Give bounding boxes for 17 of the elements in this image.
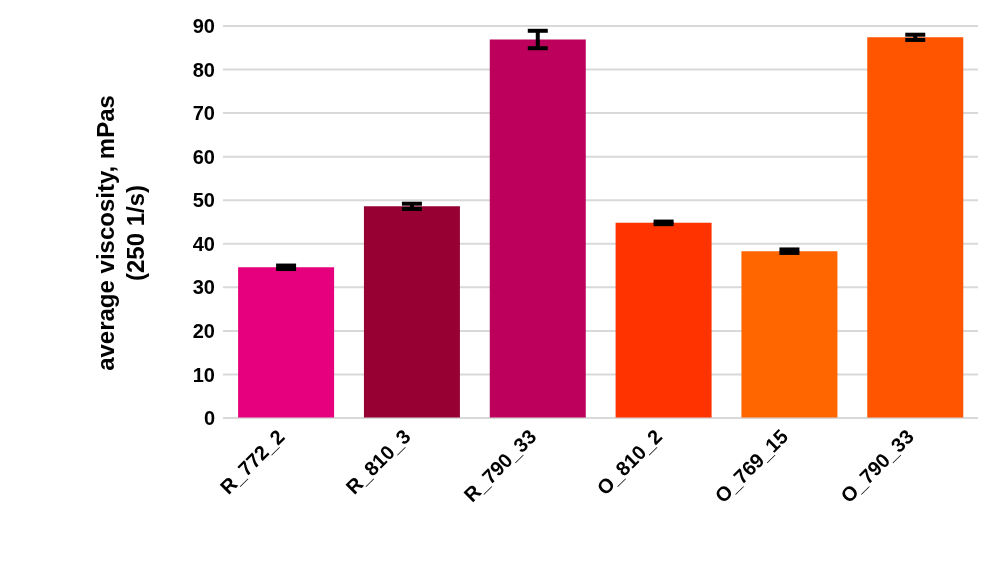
y-tick-label: 60: [192, 145, 215, 168]
y-tick-label: 40: [192, 232, 215, 255]
bar: [489, 39, 586, 418]
y-tick-label: 0: [203, 407, 215, 430]
bar: [741, 251, 838, 418]
y-tick-label: 80: [192, 58, 215, 81]
y-tick-label: 70: [192, 102, 215, 125]
y-tick-label: 20: [192, 319, 215, 342]
bar: [238, 267, 335, 418]
y-tick-label: 30: [192, 276, 215, 299]
y-axis-title: average viscosity, mPas (250 1/s): [92, 95, 149, 371]
y-tick-label: 90: [192, 15, 215, 38]
y-tick-label: 10: [192, 363, 215, 386]
bar: [615, 222, 712, 418]
y-tick-label: 50: [192, 189, 215, 212]
bar: [867, 37, 964, 418]
bar: [363, 206, 460, 418]
